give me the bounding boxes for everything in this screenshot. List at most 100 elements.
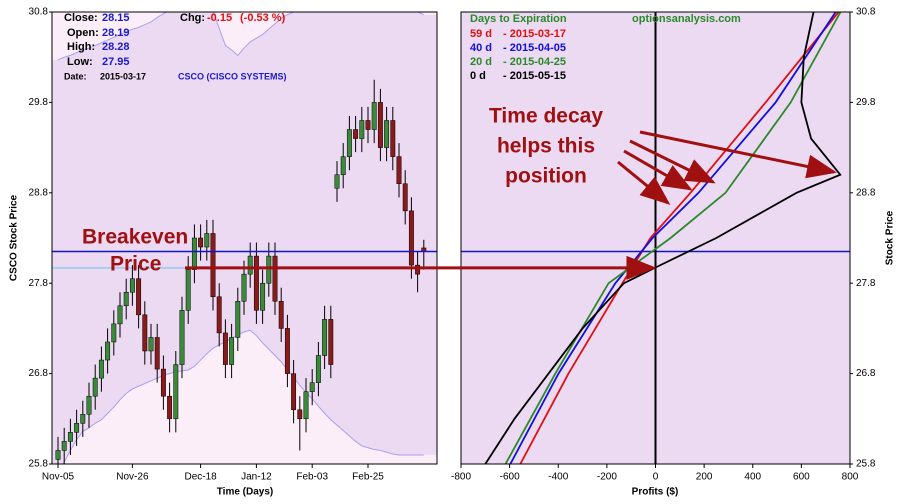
candle-body [384,120,390,148]
candle-body [247,255,253,275]
symbol: CSCO (CISCO SYSTEMS) [178,71,287,81]
x-tick-label: Feb-25 [352,472,384,483]
annotation: Time decay [489,105,603,128]
legend-expiry: - 2015-05-15 [503,70,566,82]
candle-body [117,305,123,325]
x-tick-label: 600 [793,472,810,483]
x-tick-label: 800 [842,472,859,483]
arrow [617,160,671,205]
legend-label: 59 d [470,28,492,40]
x-tick-label: -400 [548,472,568,483]
legend-expiry: - 2015-04-25 [503,56,566,68]
x-tick-label: 200 [696,472,713,483]
x-tick-label: Nov-26 [116,472,149,483]
candle-body [185,269,191,311]
candle-body [253,255,259,311]
candle-body [396,156,402,185]
candle-body [80,414,86,424]
frame-left [51,11,438,465]
y-tick-label: 26.8 [856,368,876,379]
candle-body [148,337,154,352]
candle-body [328,319,334,365]
close-value: 28.15 [102,12,130,24]
chg-percent: (-0.53 %) [240,12,286,24]
arrow [639,130,837,179]
candle-body [303,391,309,420]
candle-body [61,441,67,451]
candle-body [315,355,321,383]
profit-curve [519,12,840,464]
candle-body [222,332,228,365]
annotation: Price [110,253,161,276]
open-label: Open: [67,27,99,39]
candle-body [198,237,204,248]
candle-body [86,395,92,415]
annotation: helps this [497,135,595,158]
candle-body [204,233,210,248]
legend-expiry: - 2015-04-05 [503,42,566,54]
x-tick-label: 400 [744,472,761,483]
candle-body [278,301,284,329]
candle-body [371,102,377,130]
x-tick-label: -600 [500,472,520,483]
x-axis-title: Time (Days) [217,487,274,498]
annotation: position [505,165,587,188]
legend-label: 40 d [470,42,492,54]
plot-right [461,12,850,464]
candle-body [129,278,135,293]
band-outer-area [52,12,437,60]
candle-body [173,364,179,420]
arrow [623,149,693,191]
candle-body [55,450,61,460]
candle-body [105,341,111,361]
y-tick-label: 25.8 [856,459,876,470]
candle-body [160,368,166,397]
candle-body [297,409,303,420]
watermark: optionsanalysis.com [632,13,741,25]
candle-body [92,377,98,397]
candle-body [340,156,346,175]
y-tick-label: 28.8 [856,187,876,198]
candle-body [210,233,216,298]
candle-body [136,278,142,316]
plot-left [52,12,437,464]
close-label: Close: [64,12,98,24]
profit-curve [484,12,842,464]
candle-body [353,129,359,139]
candle-body [167,395,173,420]
legend-title: Days to Expiration [470,13,567,25]
x-tick-label: Dec-18 [184,472,217,483]
y-axis-title: CSCO Stock Price [9,194,20,281]
candle-body [272,255,278,302]
y-axis-title: Stock Price [885,210,896,265]
candle-body [111,323,117,343]
upper-band [57,12,425,61]
candle-body [191,237,197,270]
candle-body [98,359,104,379]
candle-body [415,264,421,275]
candle-body [260,282,266,311]
lower-band [62,329,424,464]
y-tick-label: 27.8 [856,278,876,289]
frame-right [460,11,851,465]
legend-label: 0 d [470,70,486,82]
chg-label: Chg: [180,12,205,24]
y-tick-label: 29.8 [856,97,876,108]
x-tick-label: Nov-05 [42,472,75,483]
x-tick-label: Jan-12 [241,472,272,483]
candle-body [377,102,383,148]
annotation: Breakeven [82,226,188,249]
candle-body [390,120,396,157]
x-tick-label: -800 [451,472,471,483]
high-value: 28.28 [102,41,130,53]
band-outer-area [52,330,437,464]
candle-body [216,296,222,334]
candle-body [309,382,315,392]
arrow [629,139,716,184]
low-label: Low: [67,56,93,68]
x-tick-label: -200 [597,472,617,483]
x-tick-label: Feb-03 [296,472,328,483]
annotation-arrows [617,130,837,205]
